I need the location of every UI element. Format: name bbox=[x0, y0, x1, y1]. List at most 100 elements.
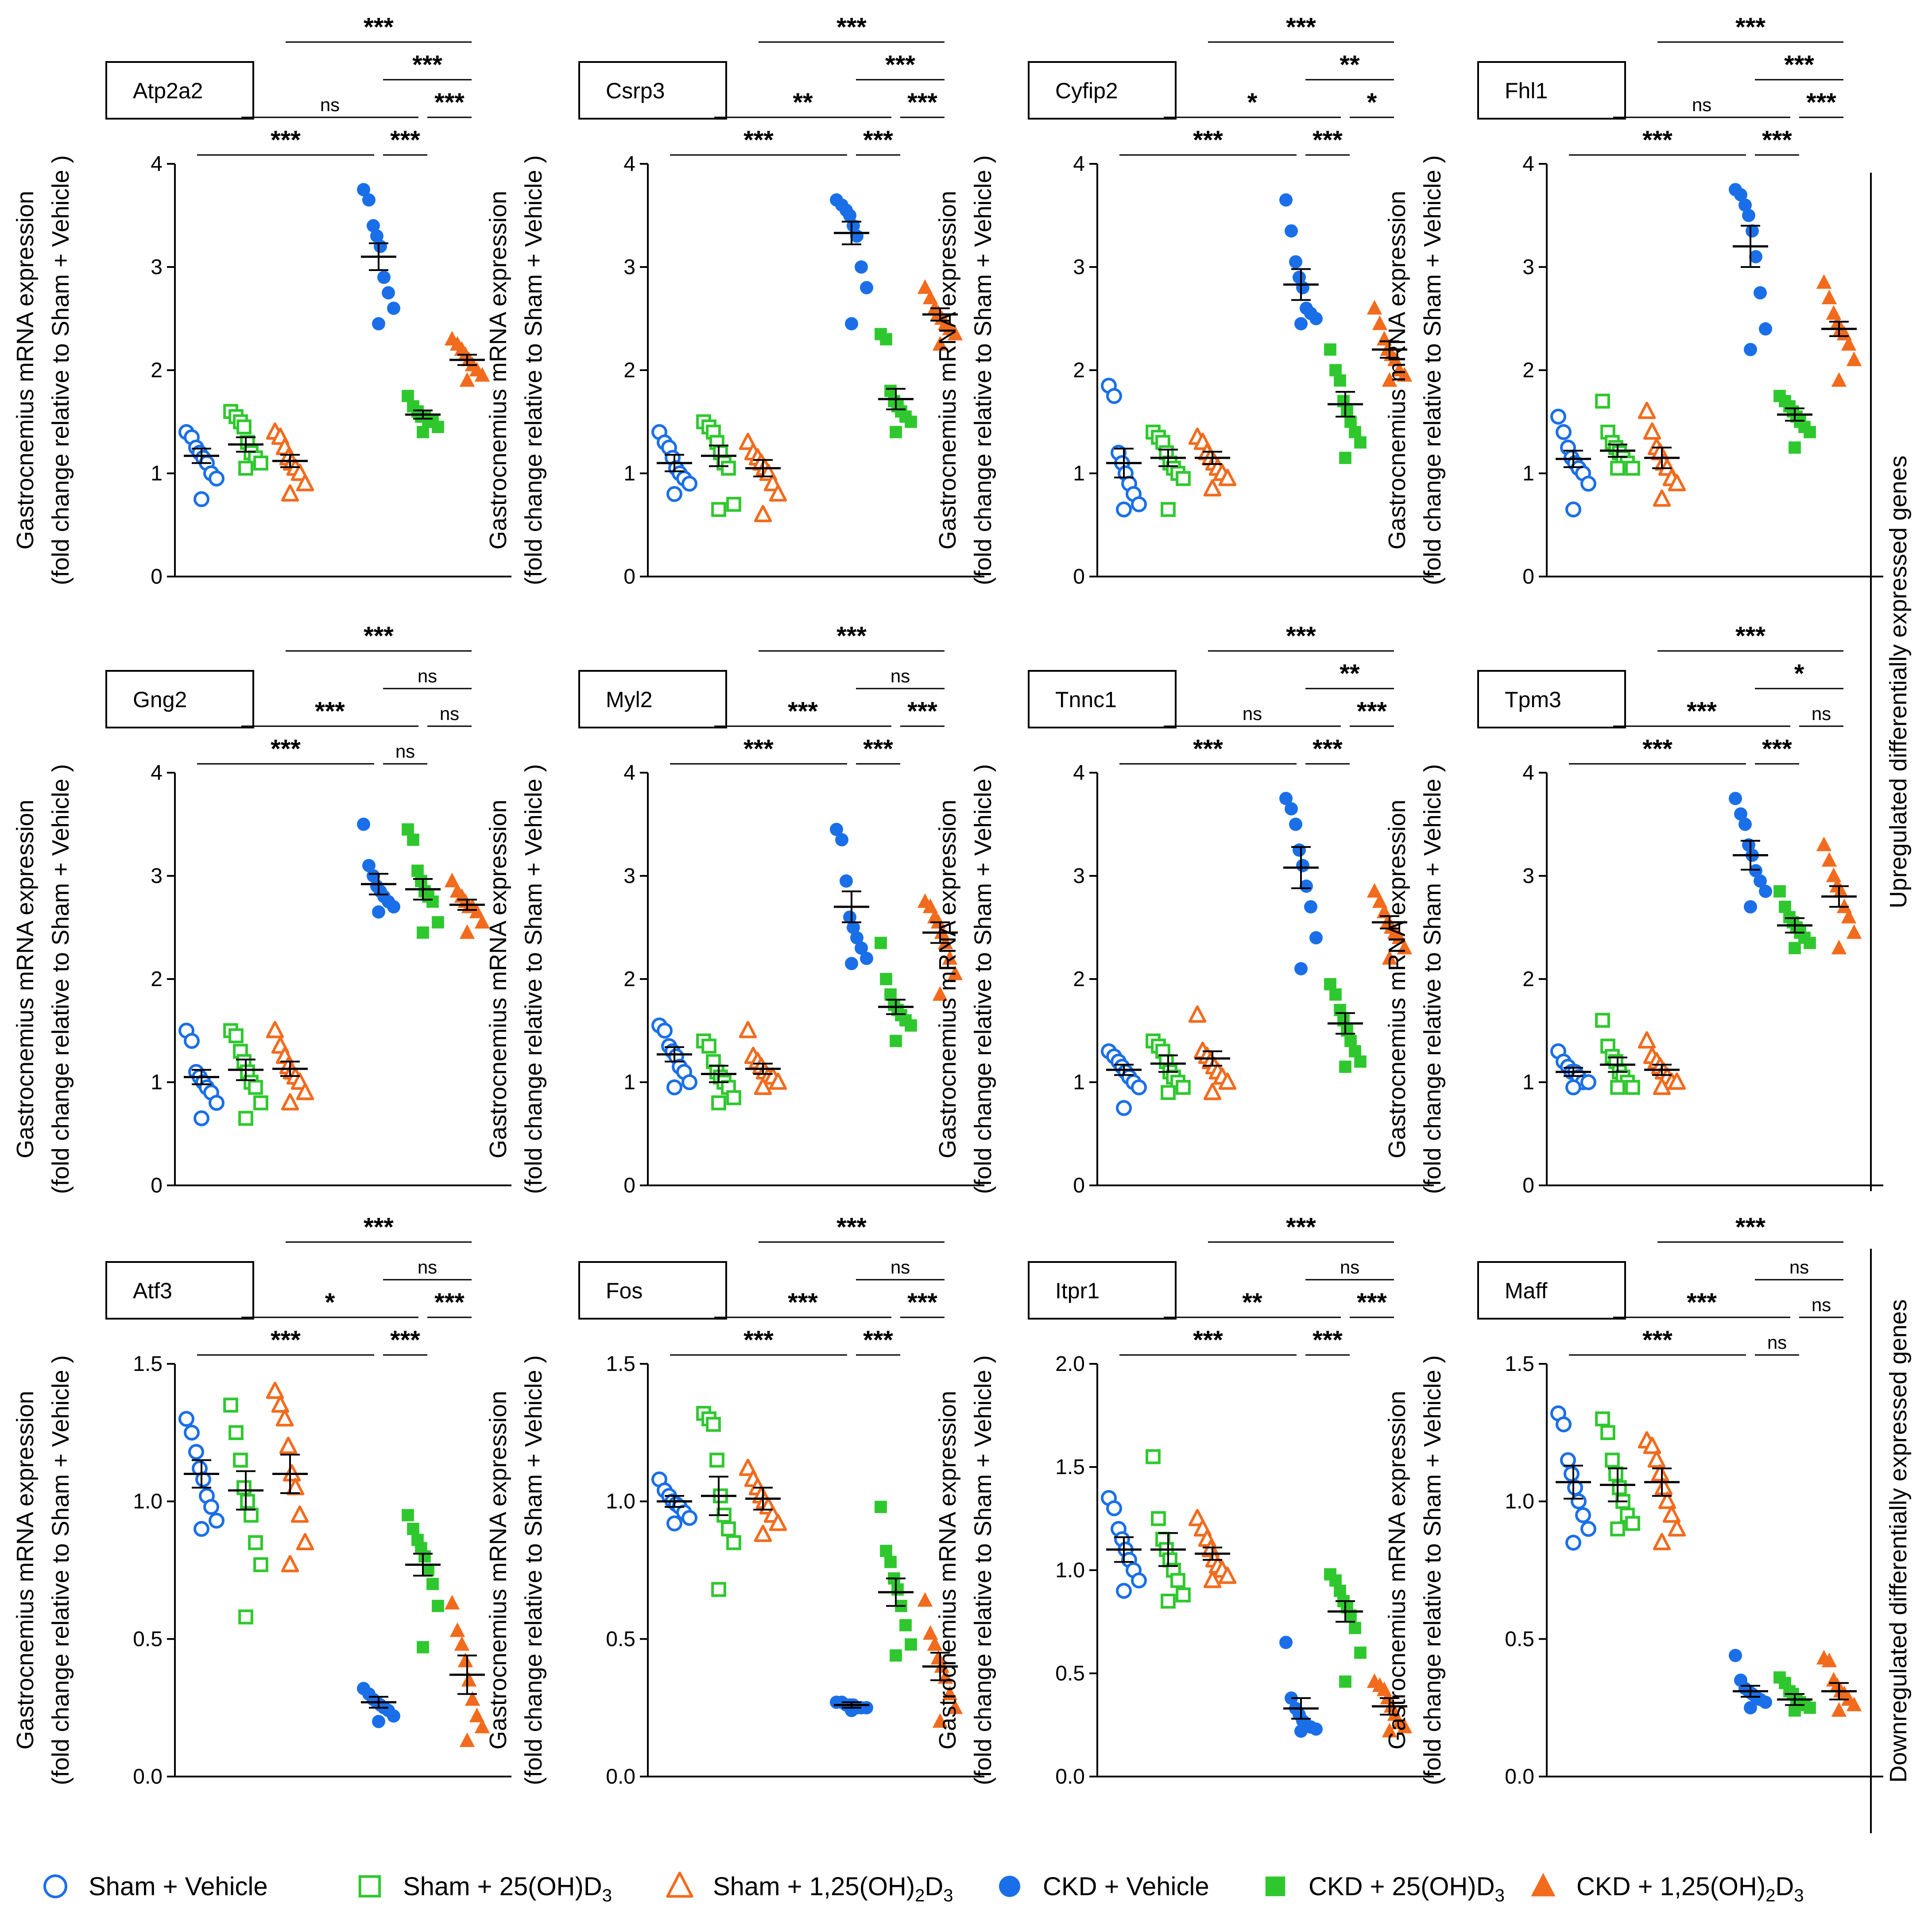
significance-label: *** bbox=[863, 1326, 893, 1355]
data-point bbox=[739, 1459, 757, 1476]
legend-marker bbox=[666, 1871, 693, 1898]
data-point bbox=[726, 497, 741, 512]
data-point bbox=[281, 1093, 299, 1111]
data-point bbox=[875, 937, 887, 949]
y-tick-label: 3 bbox=[1073, 864, 1085, 888]
data-point bbox=[387, 900, 400, 914]
data-point bbox=[209, 470, 225, 487]
data-point bbox=[1789, 1704, 1801, 1717]
data-point bbox=[374, 240, 387, 253]
data-point bbox=[238, 1111, 253, 1126]
data-point bbox=[1341, 405, 1353, 418]
significance-label: *** bbox=[1806, 88, 1836, 117]
data-point bbox=[1354, 1646, 1367, 1659]
data-point bbox=[850, 931, 863, 945]
data-point bbox=[444, 1595, 460, 1610]
data-point bbox=[248, 1080, 263, 1095]
data-point bbox=[372, 905, 385, 919]
data-point bbox=[855, 941, 868, 955]
gene-label-box bbox=[1477, 1261, 1626, 1320]
data-point bbox=[1300, 879, 1313, 893]
data-point bbox=[681, 1510, 697, 1526]
significance-label: * bbox=[325, 1288, 335, 1317]
significance-label: *** bbox=[364, 13, 394, 42]
data-point bbox=[367, 869, 380, 883]
data-point bbox=[449, 1622, 465, 1637]
data-point bbox=[711, 1095, 726, 1111]
y-tick-label: 0.5 bbox=[1055, 1662, 1085, 1685]
data-point bbox=[860, 1701, 873, 1715]
data-point bbox=[932, 336, 948, 351]
y-tick-label: 0 bbox=[1522, 1174, 1534, 1197]
data-point bbox=[1293, 271, 1306, 284]
significance-label: ns bbox=[418, 1257, 437, 1277]
data-point bbox=[1744, 343, 1757, 356]
data-point bbox=[195, 1471, 211, 1487]
y-axis-label: Gastrocnemius mRNA expression bbox=[12, 191, 39, 550]
data-point bbox=[266, 1021, 284, 1038]
data-point bbox=[279, 1436, 298, 1454]
data-point bbox=[240, 1494, 255, 1509]
y-tick-label: 4 bbox=[1522, 761, 1534, 785]
data-point bbox=[880, 1545, 892, 1557]
data-point bbox=[1296, 281, 1309, 294]
data-point bbox=[942, 1685, 958, 1700]
legend-label: CKD + 25(OH)D3 bbox=[1309, 1872, 1505, 1905]
y-tick-label: 2 bbox=[1073, 359, 1085, 382]
data-point bbox=[1131, 1572, 1147, 1589]
y-axis-sublabel: (fold change relative to Sham + Vehicle … bbox=[1419, 1355, 1446, 1785]
data-point bbox=[1651, 1464, 1669, 1482]
data-point bbox=[469, 903, 485, 918]
significance-label: * bbox=[1247, 88, 1258, 117]
data-point bbox=[459, 1732, 475, 1747]
data-point bbox=[382, 286, 395, 300]
data-point bbox=[1550, 408, 1566, 425]
data-point bbox=[236, 419, 252, 435]
data-point bbox=[1841, 336, 1857, 351]
significance-label: *** bbox=[836, 1213, 867, 1242]
data-point bbox=[432, 916, 444, 929]
y-tick-label: 0.5 bbox=[1505, 1627, 1534, 1651]
legend-marker bbox=[1531, 1873, 1556, 1897]
significance-label: ns bbox=[440, 703, 459, 724]
data-point bbox=[1329, 988, 1342, 1001]
data-point bbox=[1846, 351, 1862, 366]
data-point bbox=[1218, 1072, 1237, 1090]
data-point bbox=[1742, 209, 1755, 222]
data-point bbox=[721, 1521, 736, 1537]
data-point bbox=[1647, 1450, 1666, 1468]
y-tick-label: 4 bbox=[1073, 761, 1085, 785]
data-point bbox=[1754, 874, 1767, 888]
data-point bbox=[1759, 884, 1772, 898]
data-point bbox=[1334, 374, 1346, 387]
data-point bbox=[1789, 942, 1801, 954]
significance-label: *** bbox=[1357, 697, 1387, 726]
data-point bbox=[1610, 1080, 1625, 1095]
data-point bbox=[454, 1636, 470, 1651]
y-tick-label: 2 bbox=[1073, 968, 1085, 991]
data-point bbox=[1397, 367, 1413, 382]
significance-label: *** bbox=[1784, 50, 1814, 79]
data-point bbox=[657, 1022, 673, 1039]
significance-label: *** bbox=[788, 1288, 818, 1317]
data-point bbox=[1131, 496, 1147, 512]
y-tick-label: 0.0 bbox=[606, 1765, 635, 1788]
y-axis-sublabel: (fold change relative to Sham + Vehicle … bbox=[520, 1355, 547, 1785]
y-axis-label: Gastrocnemius mRNA expression bbox=[934, 800, 961, 1158]
data-point bbox=[1556, 1416, 1572, 1432]
panel-cyfip2: Gastrocnemius mRNA expression (fold chang… bbox=[934, 13, 1434, 588]
data-point bbox=[942, 950, 958, 965]
significance-label: * bbox=[1367, 88, 1377, 117]
data-point bbox=[275, 1409, 294, 1427]
data-point bbox=[1339, 1675, 1351, 1688]
significance-label: *** bbox=[1735, 13, 1766, 42]
data-point bbox=[1734, 188, 1747, 201]
data-point bbox=[1296, 859, 1309, 872]
data-point bbox=[1188, 1005, 1207, 1023]
data-point bbox=[1289, 255, 1302, 269]
data-point bbox=[1334, 1584, 1346, 1597]
y-tick-label: 2 bbox=[623, 359, 635, 382]
data-point bbox=[1833, 883, 1849, 898]
data-point bbox=[754, 505, 772, 523]
y-tick-label: 1 bbox=[151, 462, 163, 485]
